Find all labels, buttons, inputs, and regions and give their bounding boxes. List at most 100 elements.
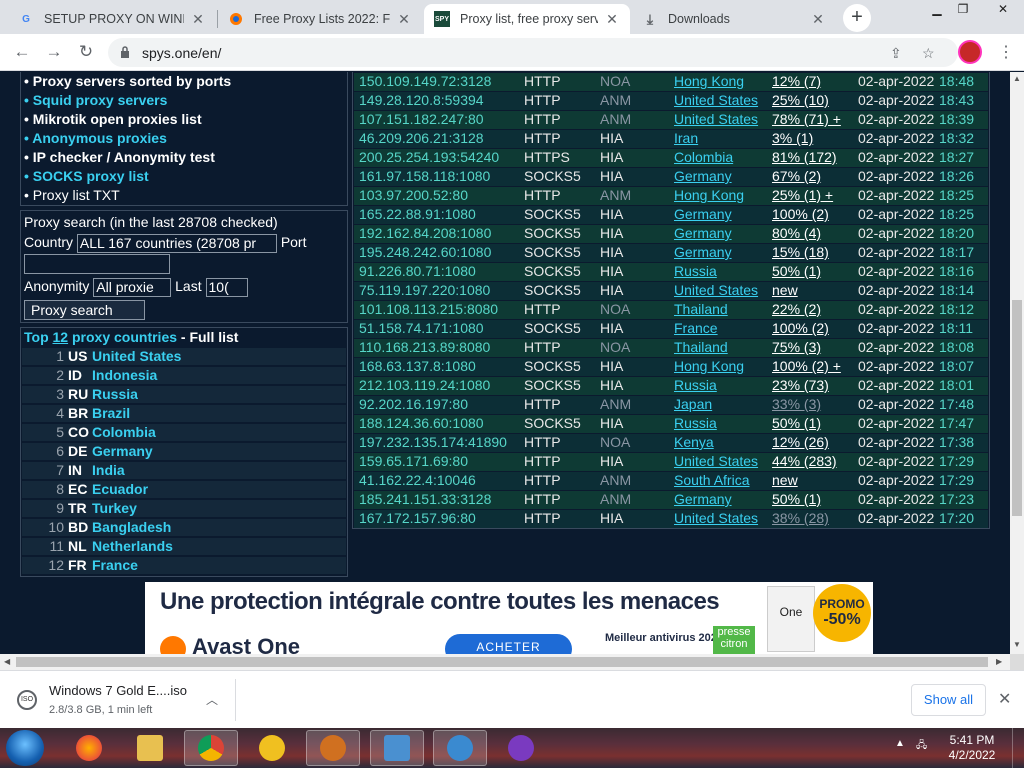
bookmark-star-icon[interactable]: ☆ bbox=[922, 45, 935, 61]
sidebar-link[interactable]: • Anonymous proxies bbox=[24, 130, 167, 146]
proxy-country-link[interactable]: South Africa bbox=[674, 472, 750, 488]
proxy-uptime-link[interactable]: 78% (71) + bbox=[772, 111, 841, 127]
proxy-country-link[interactable]: Hong Kong bbox=[674, 73, 745, 89]
table-row[interactable]: 41.162.22.4:10046 HTTP ANM South Africa new 0… bbox=[354, 472, 988, 490]
country-name[interactable]: Indonesia bbox=[92, 367, 158, 383]
proxy-country-link[interactable]: Germany bbox=[674, 244, 732, 260]
start-button[interactable] bbox=[6, 730, 44, 766]
table-row[interactable]: 200.25.254.193:54240 HTTPS HIA Colombia 81% … bbox=[354, 149, 988, 167]
proxy-country-link[interactable]: United States bbox=[674, 510, 759, 526]
sidebar-link[interactable]: • Proxy servers sorted by ports bbox=[24, 73, 232, 89]
maximize-button[interactable]: ❐ bbox=[957, 2, 969, 16]
close-icon[interactable]: ✕ bbox=[812, 10, 824, 27]
horizontal-scroll-thumb[interactable] bbox=[16, 657, 988, 667]
proxy-uptime-link[interactable]: 12% (7) bbox=[772, 73, 822, 89]
chrome-icon[interactable] bbox=[184, 730, 238, 766]
proxy-country-link[interactable]: Germany bbox=[674, 206, 732, 222]
proxy-uptime-link[interactable]: 100% (2) bbox=[772, 206, 829, 222]
country-row[interactable]: 7 IN India bbox=[22, 462, 346, 480]
table-row[interactable]: 75.119.197.220:1080 SOCKS5 HIA United State… bbox=[354, 282, 988, 300]
profile-avatar[interactable] bbox=[958, 40, 982, 64]
show-desktop-button[interactable] bbox=[1012, 728, 1024, 768]
proxy-uptime-link[interactable]: 100% (2) bbox=[772, 320, 829, 336]
table-row[interactable]: 110.168.213.89:8080 HTTP NOA Thailand 75% (3… bbox=[354, 339, 988, 357]
country-row[interactable]: 3 RU Russia bbox=[22, 386, 346, 404]
country-row[interactable]: 1 US United States bbox=[22, 348, 346, 366]
share-icon[interactable]: ⇪ bbox=[890, 45, 902, 61]
proxy-country-link[interactable]: United States bbox=[674, 92, 759, 108]
minimize-button[interactable]: ▁ bbox=[932, 2, 942, 16]
table-row[interactable]: 185.241.151.33:3128 HTTP ANM Germany 50% (1)… bbox=[354, 491, 988, 509]
sidebar-link[interactable]: • IP checker / Anonymity test bbox=[24, 149, 215, 165]
country-name[interactable]: Germany bbox=[92, 443, 153, 459]
proxy-country-link[interactable]: Iran bbox=[674, 130, 699, 146]
anonymity-select[interactable]: All proxie bbox=[93, 278, 172, 297]
proxy-uptime-link[interactable]: 25% (1) + bbox=[772, 187, 834, 203]
proxy-country-link[interactable]: Germany bbox=[674, 225, 732, 241]
reload-button[interactable]: ↻ bbox=[78, 42, 94, 61]
network-icon[interactable] bbox=[433, 730, 487, 766]
table-row[interactable]: 165.22.88.91:1080 SOCKS5 HIA Germany 100% (2… bbox=[354, 206, 988, 224]
close-icon[interactable]: ✕ bbox=[606, 10, 618, 27]
system-clock[interactable]: 5:41 PM 4/2/2022 bbox=[942, 733, 1002, 763]
close-icon[interactable]: ✕ bbox=[998, 691, 1012, 708]
last-select[interactable]: 10( bbox=[205, 278, 248, 297]
keepass-icon[interactable] bbox=[245, 730, 299, 766]
menu-icon[interactable]: ⋮ bbox=[998, 44, 1014, 61]
new-tab-button[interactable]: + bbox=[843, 4, 871, 32]
proxy-country-link[interactable]: Germany bbox=[674, 491, 732, 507]
tab-downloads[interactable]: ⤓ Downloads ✕ bbox=[632, 4, 836, 34]
proxy-country-link[interactable]: France bbox=[674, 320, 718, 336]
country-row[interactable]: 6 DE Germany bbox=[22, 443, 346, 461]
country-name[interactable]: France bbox=[92, 557, 138, 573]
proxy-country-link[interactable]: United States bbox=[674, 111, 759, 127]
table-row[interactable]: 46.209.206.21:3128 HTTP HIA Iran 3% (1) 02-ap… bbox=[354, 130, 988, 148]
file-explorer-icon[interactable] bbox=[123, 730, 177, 766]
control-panel-icon[interactable] bbox=[370, 730, 424, 766]
table-row[interactable]: 91.226.80.71:1080 SOCKS5 HIA Russia 50% (1) 0… bbox=[354, 263, 988, 281]
country-row[interactable]: 12 FR France bbox=[22, 557, 346, 575]
firefox-icon[interactable] bbox=[62, 730, 116, 766]
window-close-button[interactable]: ✕ bbox=[997, 2, 1009, 16]
proxy-country-link[interactable]: Thailand bbox=[674, 301, 728, 317]
table-row[interactable]: 103.97.200.52:80 HTTP ANM Hong Kong 25% (1) … bbox=[354, 187, 988, 205]
close-icon[interactable]: ✕ bbox=[192, 10, 204, 27]
forward-button[interactable]: → bbox=[45, 42, 63, 61]
proxy-country-link[interactable]: Hong Kong bbox=[674, 358, 745, 374]
table-row[interactable]: 212.103.119.24:1080 SOCKS5 HIA Russia 23% (7… bbox=[354, 377, 988, 395]
proxy-uptime-link[interactable]: 50% (1) bbox=[772, 415, 822, 431]
proxy-uptime-link[interactable]: 12% (26) bbox=[772, 434, 829, 450]
sidebar-link[interactable]: • Squid proxy servers bbox=[24, 92, 168, 108]
proxy-country-link[interactable]: Russia bbox=[674, 263, 717, 279]
tab-proxy-list[interactable]: SPY Proxy list, free proxy servers ✕ bbox=[424, 4, 630, 34]
table-row[interactable]: 159.65.171.69:80 HTTP HIA United States 44% … bbox=[354, 453, 988, 471]
port-input[interactable] bbox=[24, 254, 170, 274]
table-row[interactable]: 168.63.137.8:1080 SOCKS5 HIA Hong Kong 100% … bbox=[354, 358, 988, 376]
tab-free-proxy-lists[interactable]: Free Proxy Lists 2022: Fresh ✕ bbox=[218, 4, 422, 34]
proxy-country-link[interactable]: Hong Kong bbox=[674, 187, 745, 203]
country-name[interactable]: Colombia bbox=[92, 424, 156, 440]
proxy-uptime-link[interactable]: 81% (172) bbox=[772, 149, 837, 165]
proxy-country-link[interactable]: Colombia bbox=[674, 149, 734, 165]
proxy-uptime-link[interactable]: 23% (73) bbox=[772, 377, 829, 393]
table-row[interactable]: 195.248.242.60:1080 SOCKS5 HIA Germany 15% (… bbox=[354, 244, 988, 262]
country-name[interactable]: Bangladesh bbox=[92, 519, 172, 535]
address-bar[interactable]: spys.one/en/ ⇪ ☆ bbox=[108, 38, 958, 67]
proxy-uptime-link[interactable]: 25% (10) bbox=[772, 92, 829, 108]
country-select[interactable]: ALL 167 countries (28708 pr bbox=[76, 234, 277, 253]
country-name[interactable]: India bbox=[92, 462, 125, 478]
proxy-uptime-link[interactable]: 100% (2) + bbox=[772, 358, 841, 374]
close-icon[interactable]: ✕ bbox=[398, 10, 410, 27]
scroll-up-icon[interactable]: ▲ bbox=[1013, 74, 1021, 83]
chevron-up-icon[interactable]: ︿ bbox=[206, 693, 219, 707]
country-row[interactable]: 8 EC Ecuador bbox=[22, 481, 346, 499]
proxy-country-link[interactable]: Thailand bbox=[674, 339, 728, 355]
proxy-uptime-link[interactable]: 50% (1) bbox=[772, 263, 822, 279]
proxy-uptime-link[interactable]: 80% (4) bbox=[772, 225, 822, 241]
ad-buy-button[interactable]: ACHETER bbox=[445, 634, 572, 654]
table-row[interactable]: 149.28.120.8:59394 HTTP ANM United States 25… bbox=[354, 92, 988, 110]
table-row[interactable]: 167.172.157.96:80 HTTP HIA United States 38%… bbox=[354, 510, 988, 528]
country-name[interactable]: Turkey bbox=[92, 500, 137, 516]
table-row[interactable]: 107.151.182.247:80 HTTP ANM United States 78… bbox=[354, 111, 988, 129]
sidebar-link[interactable]: • SOCKS proxy list bbox=[24, 168, 149, 184]
